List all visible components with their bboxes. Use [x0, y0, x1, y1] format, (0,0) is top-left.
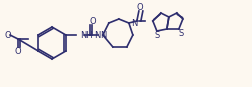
Text: O: O: [89, 17, 96, 27]
Text: S: S: [154, 31, 160, 39]
Text: O: O: [15, 46, 21, 56]
Text: NH: NH: [80, 31, 92, 39]
Text: N: N: [94, 31, 101, 39]
Text: O: O: [137, 3, 143, 11]
Text: N: N: [131, 19, 137, 27]
Text: N: N: [100, 31, 106, 39]
Text: S: S: [178, 29, 183, 37]
Text: O: O: [5, 31, 11, 39]
